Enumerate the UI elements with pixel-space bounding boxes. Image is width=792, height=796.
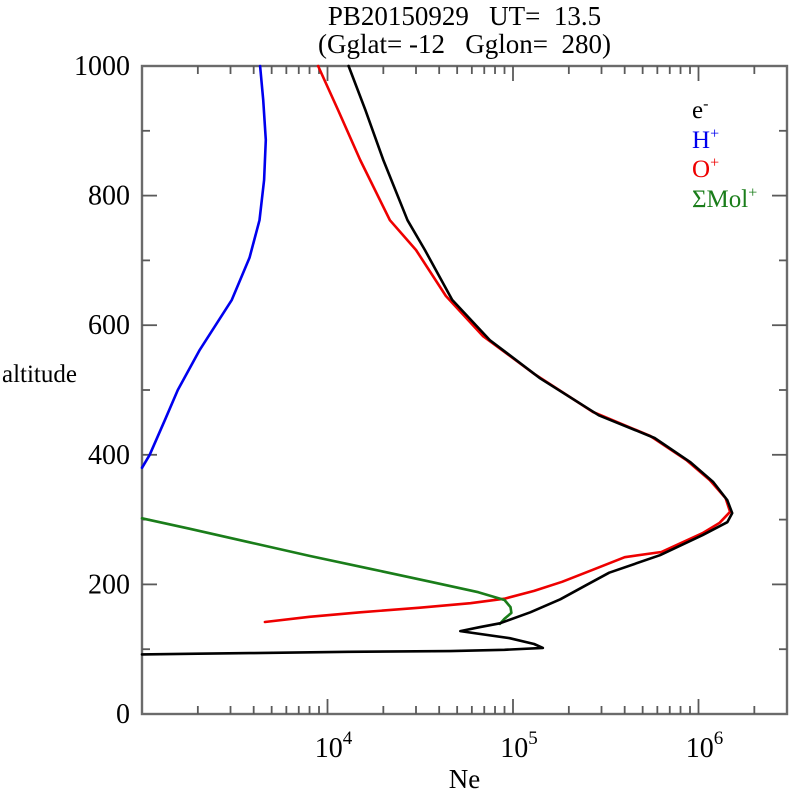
y-tick-label: 800 <box>88 181 130 212</box>
y-tick-label: 200 <box>88 569 130 600</box>
y-tick-label: 600 <box>88 310 130 341</box>
legend-label-superscript: + <box>710 154 720 172</box>
x-axis-label: Ne <box>448 764 481 794</box>
legend-label: O <box>692 156 711 183</box>
x-tick-label: 104 <box>315 728 353 764</box>
y-tick-label: 1000 <box>74 51 130 82</box>
legend-label-superscript: + <box>748 184 758 202</box>
legend-label: e <box>692 97 704 124</box>
legend-item-electron: e- <box>692 95 757 127</box>
page-subtitle: (Gglat= -12 Gglon= 280) <box>318 29 611 59</box>
legend-label-superscript: - <box>703 95 709 113</box>
y-tick-label: 400 <box>88 440 130 471</box>
series-curve-electron <box>140 64 734 656</box>
series-curve-molecular-ions <box>140 516 513 626</box>
y-axis-label: altitude <box>2 361 77 388</box>
legend-item-o-plus: O+ <box>692 154 757 186</box>
legend-item-h-plus: H+ <box>692 125 757 157</box>
x-tick-label: 105 <box>500 728 538 764</box>
x-tick-label: 106 <box>686 728 724 764</box>
series-curve-O+ <box>263 64 732 624</box>
page-title: PB20150929 UT= 13.5 <box>327 1 602 31</box>
legend-label-superscript: + <box>710 125 720 143</box>
y-tick-label: 0 <box>116 699 130 730</box>
legend-label: H <box>692 126 711 154</box>
legend-label: ΣMol <box>692 185 749 213</box>
series-curve-H+ <box>140 64 268 470</box>
legend-item-molecular-ions: ΣMol+ <box>692 184 758 216</box>
legend: e- H+ O+ ΣMol+ <box>692 95 758 216</box>
axes-box <box>140 64 789 716</box>
